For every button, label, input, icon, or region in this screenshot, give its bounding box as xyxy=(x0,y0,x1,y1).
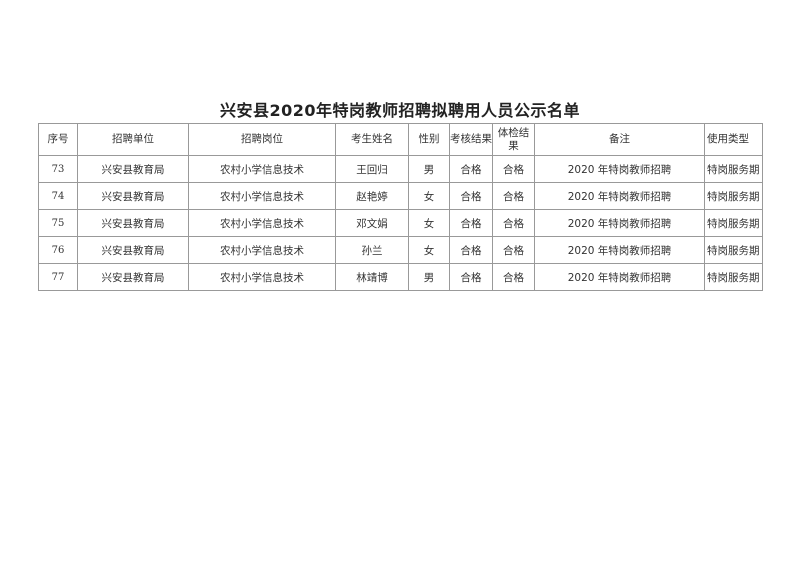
cell-remarks: 2020 年特岗教师招聘 xyxy=(534,155,705,183)
table-row: 73 兴安县教育局 农村小学信息技术 王回归男合格 合格 2020 年特岗教师招聘 特岗服务… xyxy=(38,155,763,183)
cell-gender: 女 xyxy=(408,182,450,210)
table-header-row: 序号 招聘单位 招聘岗位 考生姓名 性别 考核结果 体检结果 备注 使用类型 xyxy=(38,123,763,156)
header-remarks: 备注 xyxy=(534,123,705,156)
cell-unit: 兴安县教育局 xyxy=(77,209,189,237)
cell-remarks: 2020 年特岗教师招聘 xyxy=(534,182,705,210)
cell-type: 特岗服务期 xyxy=(704,209,763,237)
cell-gender: 女 xyxy=(408,209,450,237)
cell-name: 王回归 xyxy=(335,155,409,183)
cell-assessment: 合格 xyxy=(449,236,493,264)
cell-gender: 男 xyxy=(408,155,450,183)
cell-unit: 兴安县教育局 xyxy=(77,263,189,291)
table-row: 75 兴安县教育局 农村小学信息技术 邓文娟女合格 合格 2020 年特岗教师招聘 特岗服务… xyxy=(38,209,763,237)
cell-position: 农村小学信息技术 xyxy=(188,209,336,237)
cell-seq: 73 xyxy=(38,155,78,183)
cell-name: 林靖博 xyxy=(335,263,409,291)
cell-position: 农村小学信息技术 xyxy=(188,182,336,210)
cell-remarks: 2020 年特岗教师招聘 xyxy=(534,209,705,237)
cell-seq: 74 xyxy=(38,182,78,210)
cell-type: 特岗服务期 xyxy=(704,236,763,264)
header-assessment: 考核结果 xyxy=(449,123,493,156)
cell-seq: 75 xyxy=(38,209,78,237)
cell-unit: 兴安县教育局 xyxy=(77,236,189,264)
recruitment-table: 序号 招聘单位 招聘岗位 考生姓名 性别 考核结果 体检结果 备注 使用类型 73 兴安县教育局农… xyxy=(38,123,763,291)
cell-gender: 女 xyxy=(408,236,450,264)
cell-unit: 兴安县教育局 xyxy=(77,155,189,183)
cell-name: 赵艳婷 xyxy=(335,182,409,210)
cell-physical-exam: 合格 xyxy=(492,209,535,237)
table-row: 74 兴安县教育局 农村小学信息技术 赵艳婷女合格 合格 2020 年特岗教师招聘 特岗服务… xyxy=(38,182,763,210)
cell-physical-exam: 合格 xyxy=(492,155,535,183)
header-position: 招聘岗位 xyxy=(188,123,336,156)
cell-physical-exam: 合格 xyxy=(492,263,535,291)
cell-physical-exam: 合格 xyxy=(492,182,535,210)
cell-seq: 77 xyxy=(38,263,78,291)
cell-type: 特岗服务期 xyxy=(704,182,763,210)
cell-type: 特岗服务期 xyxy=(704,263,763,291)
header-type: 使用类型 xyxy=(704,123,763,156)
cell-seq: 76 xyxy=(38,236,78,264)
header-unit: 招聘单位 xyxy=(77,123,189,156)
page-title: 兴安县2020年特岗教师招聘拟聘用人员公示名单 xyxy=(219,101,581,120)
cell-position: 农村小学信息技术 xyxy=(188,263,336,291)
header-name: 考生姓名 xyxy=(335,123,409,156)
cell-remarks: 2020 年特岗教师招聘 xyxy=(534,236,705,264)
cell-physical-exam: 合格 xyxy=(492,236,535,264)
table-row: 77 兴安县教育局 农村小学信息技术 林靖博男合格 合格 2020 年特岗教师招聘 特岗服务… xyxy=(38,263,763,291)
cell-gender: 男 xyxy=(408,263,450,291)
table-row: 76 兴安县教育局 农村小学信息技术 孙兰女合格 合格 2020 年特岗教师招聘 特岗服务期 xyxy=(38,236,763,264)
cell-position: 农村小学信息技术 xyxy=(188,236,336,264)
cell-assessment: 合格 xyxy=(449,263,493,291)
cell-position: 农村小学信息技术 xyxy=(188,155,336,183)
header-physical-exam: 体检结果 xyxy=(492,123,535,156)
header-seq: 序号 xyxy=(38,123,78,156)
cell-remarks: 2020 年特岗教师招聘 xyxy=(534,263,705,291)
cell-assessment: 合格 xyxy=(449,155,493,183)
cell-type: 特岗服务期 xyxy=(704,155,763,183)
cell-unit: 兴安县教育局 xyxy=(77,182,189,210)
header-gender: 性别 xyxy=(408,123,450,156)
cell-name: 孙兰 xyxy=(335,236,409,264)
cell-name: 邓文娟 xyxy=(335,209,409,237)
cell-assessment: 合格 xyxy=(449,182,493,210)
cell-assessment: 合格 xyxy=(449,209,493,237)
